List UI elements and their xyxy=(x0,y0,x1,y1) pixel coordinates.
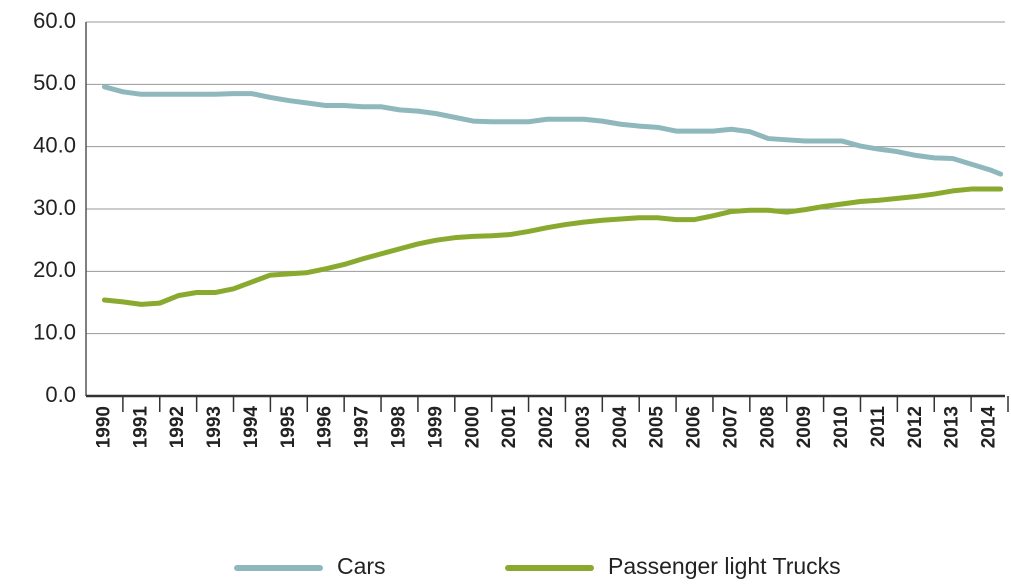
y-tick-label: 10.0 xyxy=(33,319,76,344)
x-tick-label: 2013 xyxy=(942,406,963,448)
legend-label: Cars xyxy=(337,553,386,579)
x-tick-label: 1991 xyxy=(130,406,151,449)
x-tick-label: 1993 xyxy=(204,406,225,448)
x-tick-label: 2012 xyxy=(905,406,926,448)
y-tick-label: 30.0 xyxy=(33,195,76,220)
x-tick-label: 2009 xyxy=(794,406,815,448)
y-tick-label: 40.0 xyxy=(33,132,76,157)
x-tick-label: 1992 xyxy=(167,406,188,448)
x-tick-label: 2008 xyxy=(757,406,778,448)
x-tick-label: 1994 xyxy=(241,406,262,449)
x-tick-label: 1990 xyxy=(93,406,114,448)
legend-label: Passenger light Trucks xyxy=(608,553,841,579)
x-tick-label: 2000 xyxy=(462,406,483,448)
x-tick-label: 1996 xyxy=(315,406,336,448)
x-tick-label: 2006 xyxy=(684,406,705,448)
x-tick-label: 2003 xyxy=(573,406,594,448)
x-tick-label: 2011 xyxy=(868,406,889,448)
x-tick-label: 1999 xyxy=(425,406,446,448)
x-tick-label: 2002 xyxy=(536,406,557,448)
x-tick-label: 1995 xyxy=(278,406,299,449)
x-tick-label: 2010 xyxy=(831,406,852,448)
x-tick-label: 1998 xyxy=(388,406,409,448)
line xyxy=(101,186,1004,307)
x-tick-label: 2005 xyxy=(647,406,668,449)
x-tick-label: 2007 xyxy=(720,406,741,448)
y-tick-label: 0.0 xyxy=(45,382,76,407)
y-tick-label: 50.0 xyxy=(33,70,76,95)
y-tick-label: 20.0 xyxy=(33,257,76,282)
x-tick-label: 2014 xyxy=(979,406,1000,449)
x-tick-label: 2001 xyxy=(499,406,520,449)
line xyxy=(101,84,1004,177)
x-tick-label: 1997 xyxy=(352,406,373,448)
y-tick-label: 60.0 xyxy=(33,8,76,33)
x-tick-label: 2004 xyxy=(610,406,631,449)
